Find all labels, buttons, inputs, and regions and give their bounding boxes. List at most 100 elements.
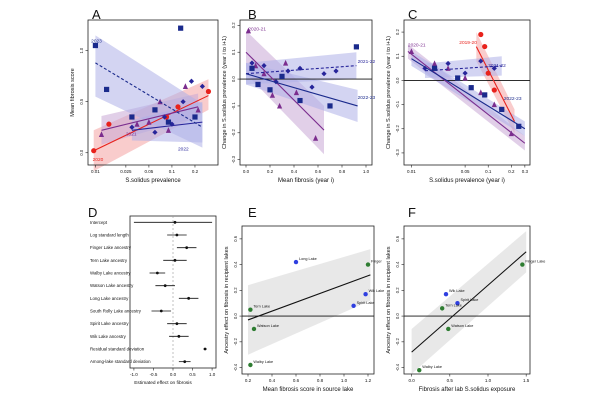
panel-f-lake-label: Finger Lake — [525, 260, 545, 264]
panel-b-y-axis-label: Change in S.solidus prevalence (year i t… — [222, 36, 228, 149]
panel-f-lake-point — [446, 326, 451, 332]
panel-c-data-point — [431, 65, 438, 71]
panel-d-x-axis-label: Estimated effect on fibrosis — [134, 380, 192, 386]
panel-f: F 0.0 0.5 1.0 1.5 -0.4 -0.2 0.0 0.2 0.4 0.6 Fibrosi… — [386, 205, 545, 393]
panel-a-data-point — [134, 121, 140, 127]
panel-b-series-annotation: 2020-21 — [248, 27, 266, 33]
panel-d-row-label: Walby Lake ancestry — [90, 271, 131, 276]
panel-b-series-annotation: 2021-22 — [358, 59, 376, 65]
panel-f-y-axis-label: Ancestry effect on fibrosis in recipient… — [386, 246, 392, 353]
panel-a-data-point — [106, 121, 112, 127]
panel-a-series-annotation: 2020 — [93, 157, 104, 163]
panel-c-data-point — [491, 87, 497, 93]
panel-a-fit-line — [101, 106, 199, 131]
panel-b-ytick-label: 0.2 — [231, 22, 236, 28]
panel-b-ytick-label: -0.3 — [231, 155, 236, 163]
panel-c-data-point — [468, 85, 474, 91]
panel-f-x-axis-label: Fibrosis after lab S.solidus exposure — [419, 387, 516, 393]
panel-b-data-point — [313, 135, 319, 141]
panel-e-lake-label: Long Lake — [299, 257, 317, 261]
panel-a-data-point — [98, 131, 105, 137]
panel-a-data-point — [175, 104, 181, 110]
panel-f-xtick-label: 0.0 — [409, 378, 416, 383]
panel-d-xtick-label: 0.5 — [189, 372, 196, 377]
panel-b-data-point — [245, 27, 251, 34]
panel-c-series-annotation: 2019-20 — [459, 40, 477, 46]
panel-a-fit-line — [93, 95, 209, 152]
panel-a-data-point — [165, 119, 172, 125]
panel-b-xtick-label: 1.0 — [363, 169, 370, 174]
panel-e-lake-label: Watson Lake — [257, 324, 279, 328]
panel-e-fit-line — [247, 274, 371, 321]
panel-c-data-point — [478, 89, 484, 96]
panel-a-data-point — [152, 107, 158, 113]
panel-b-data-point — [321, 71, 327, 77]
panel-e-lake-point — [251, 326, 257, 332]
panel-b-plot-frame — [239, 19, 373, 166]
panel-d-estimate-point — [185, 246, 189, 250]
panel-a-data-point — [178, 25, 184, 31]
panel-f-ytick-label: 0.6 — [395, 235, 400, 241]
panel-b-data-point — [285, 68, 291, 74]
panel-b-data-point — [279, 73, 285, 79]
panel-e-lake-point — [293, 259, 299, 265]
panel-b: B 0.0 0.2 0.4 0.6 0.8 1.0 -0.3 -0.2 -0.1 0.0 0.1 0.2… — [222, 7, 376, 184]
panel-a-fit-line — [131, 121, 203, 131]
panel-c-data-point — [445, 60, 451, 67]
panel-b-data-point — [283, 59, 289, 66]
panel-a-data-point — [205, 88, 212, 95]
panel-a-data-point — [92, 42, 99, 49]
panel-c-x-axis-label: S.solidus prevalence (year i) — [429, 178, 505, 184]
panel-b-data-point — [327, 103, 333, 109]
panel-a-data-point — [188, 78, 195, 84]
panel-f-lake-point — [455, 301, 460, 306]
panel-e-xtick-label: 0.4 — [269, 378, 276, 383]
panel-e-lake-point — [248, 362, 253, 368]
panel-c-series-annotation: 2021-22 — [488, 63, 506, 69]
panel-a-xtick-label: 0.025 — [120, 169, 132, 174]
panel-b-ytick-label: 0.0 — [231, 75, 236, 81]
panel-c-data-point — [499, 106, 505, 113]
panel-c-xtick-label: 0.1 — [485, 169, 492, 174]
panel-c-fit-line — [407, 50, 526, 144]
panel-b-ytick-label: -0.1 — [231, 102, 236, 110]
panel-c-data-point — [478, 58, 484, 64]
panel-e-xtick-label: 0.6 — [293, 378, 300, 383]
panel-c-data-point — [491, 101, 497, 108]
panel-b-data-point — [255, 81, 261, 88]
panel-c-data-point — [431, 60, 438, 67]
panel-a-xtick-label: 0.1 — [169, 169, 176, 174]
panel-d-estimate-point — [173, 258, 177, 262]
panel-f-label: F — [408, 205, 416, 220]
panel-c-ytick-label: 0.2 — [395, 29, 400, 35]
panel-f-plot-frame — [403, 225, 531, 375]
panel-f-ytick-label: -0.4 — [395, 363, 400, 371]
panel-d-estimate-point — [175, 322, 179, 326]
panel-a-data-point — [161, 114, 168, 120]
panel-c-xtick-label: 0.3 — [522, 169, 529, 174]
panel-f-xtick-label: 0.5 — [447, 378, 454, 383]
panel-b-data-point — [267, 87, 273, 93]
panel-a-label: A — [92, 7, 101, 22]
panel-f-lake-label: Watson Lake — [451, 324, 473, 328]
panel-b-x-axis-label: Mean fibrosis (year i) — [278, 178, 334, 184]
panel-b-data-point — [277, 102, 283, 109]
panel-b-ytick-label: 0.1 — [231, 49, 236, 55]
panel-b-data-point — [297, 65, 303, 71]
panel-c-ytick-label: -0.2 — [395, 124, 400, 132]
panel-e-ytick-label: 0.2 — [233, 287, 238, 293]
panel-e-ci-band — [248, 249, 371, 355]
panel-d-estimate-point — [187, 296, 191, 300]
panel-d-row-label: Tern Lake ancestry — [90, 258, 128, 263]
panel-e-lake-point — [248, 307, 253, 312]
panel-c-label: C — [408, 7, 417, 22]
panel-d-xtick-label: -1.0 — [130, 372, 138, 377]
panel-d-estimate-point — [203, 347, 207, 351]
panel-c-y-axis-label: Change in S.solidus prevalence (year i t… — [386, 36, 392, 149]
panel-e-ytick-label: -0.2 — [233, 338, 238, 346]
panel-e-ytick-label: -0.4 — [233, 363, 238, 371]
panel-a-data-point — [165, 127, 172, 133]
panel-c-data-point — [408, 48, 415, 55]
panel-a-xtick-label: 0.2 — [192, 169, 199, 174]
panel-c-xtick-label: 0.01 — [407, 169, 416, 174]
